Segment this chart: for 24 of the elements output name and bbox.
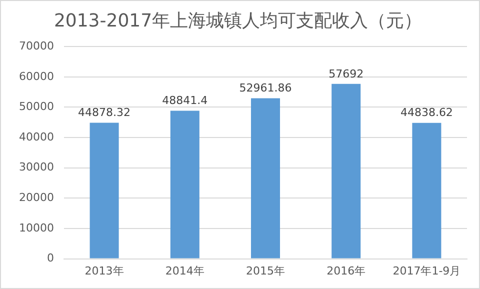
y-tick-label: 10000: [18, 221, 54, 234]
x-tick-label: 2016年: [326, 264, 366, 278]
bar: [412, 122, 442, 258]
x-tick-label: 2017年1-9月: [392, 264, 461, 278]
data-label: 44838.62: [400, 106, 453, 120]
x-tick-label: 2015年: [246, 264, 285, 278]
y-tick-label: 60000: [18, 70, 54, 83]
x-tick-label: 2014年: [165, 264, 204, 278]
bar: [170, 110, 200, 258]
y-tick-label: 20000: [18, 191, 54, 204]
x-tick-label: 2013年: [84, 264, 124, 278]
y-tick-label: 70000: [18, 39, 54, 52]
y-tick-label: 50000: [18, 100, 54, 114]
bar: [250, 98, 280, 258]
data-label: 57692: [328, 67, 364, 80]
bar: [90, 122, 119, 258]
data-label: 52961.86: [239, 82, 292, 95]
data-label: 44878.32: [78, 106, 131, 120]
bar: [332, 84, 361, 258]
y-tick-label: 40000: [18, 130, 54, 144]
y-tick-label: 0: [46, 252, 54, 265]
data-label: 48841.4: [162, 94, 208, 108]
chart-title: 2013-2017年上海城镇人均可支配收入（元）: [54, 10, 422, 32]
y-tick-label: 30000: [18, 160, 54, 174]
